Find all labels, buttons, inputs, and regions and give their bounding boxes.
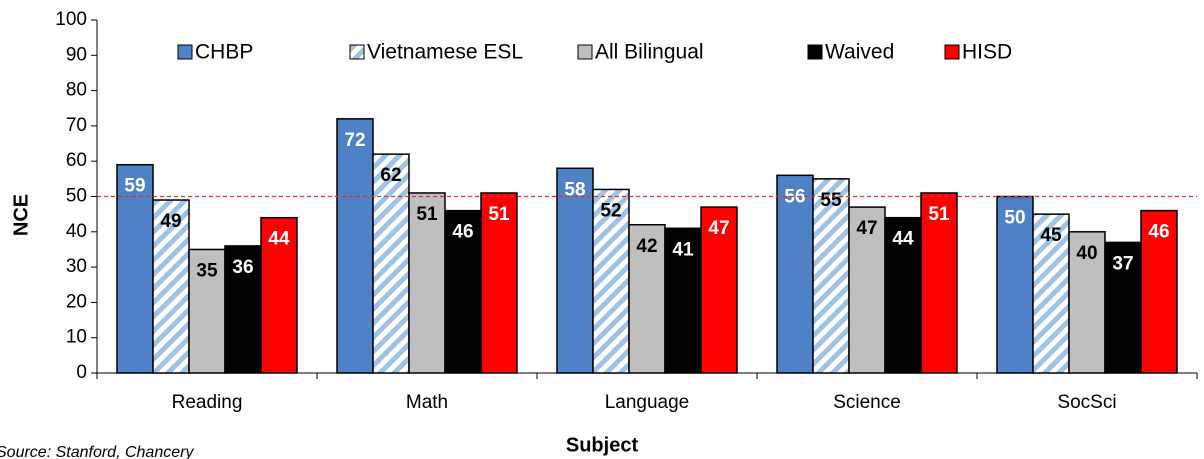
data-label: 37 [1112, 253, 1133, 274]
legend-swatch [944, 44, 960, 60]
y-tick-label: 100 [55, 9, 87, 30]
data-label: 51 [416, 204, 438, 225]
data-label: 44 [892, 229, 914, 250]
data-label: 45 [1040, 225, 1062, 246]
data-label: 62 [380, 165, 401, 186]
bar [1140, 209, 1178, 374]
bar [920, 192, 958, 374]
data-label: 58 [564, 179, 585, 200]
data-label: 49 [160, 211, 181, 232]
data-label: 72 [344, 130, 365, 151]
bar [628, 223, 666, 374]
y-tick-label: 80 [66, 80, 87, 101]
bar [444, 209, 482, 374]
y-tick-label: 30 [66, 256, 87, 277]
bar [224, 245, 262, 374]
y-tick-label: 20 [66, 291, 87, 312]
data-label: 47 [856, 218, 877, 239]
bar [812, 178, 850, 374]
data-label: 46 [452, 222, 473, 243]
bar [700, 206, 738, 374]
data-label: 56 [784, 186, 805, 207]
y-tick-label: 70 [66, 115, 87, 136]
data-label: 52 [600, 200, 621, 221]
legend-label: CHBP [195, 41, 253, 64]
bar [1032, 213, 1070, 374]
y-tick-label: 50 [66, 186, 87, 207]
data-label: 51 [928, 204, 950, 225]
bar [1068, 231, 1106, 374]
bar [556, 167, 594, 374]
legend-label: All Bilingual [595, 41, 704, 64]
y-tick-label: 90 [66, 44, 87, 65]
data-label: 46 [1148, 222, 1169, 243]
legend-swatch [349, 44, 365, 60]
data-label: 41 [672, 239, 694, 260]
x-tick-label: SocSci [1057, 392, 1116, 413]
bar [372, 153, 410, 374]
x-axis-label: Subject [566, 434, 639, 456]
bar [592, 188, 630, 374]
y-tick-label: 0 [76, 362, 87, 383]
data-label: 55 [820, 190, 842, 211]
bar [152, 199, 190, 374]
y-tick-label: 10 [66, 327, 87, 348]
legend-label: Vietnamese ESL [367, 41, 523, 64]
data-label: 59 [124, 176, 145, 197]
data-label: 40 [1076, 243, 1097, 264]
x-tick-label: Science [833, 392, 901, 413]
y-axis-label: NCE [10, 194, 32, 236]
bar [408, 192, 446, 374]
data-label: 51 [488, 204, 510, 225]
legend-label: Waived [825, 41, 894, 64]
data-label: 47 [708, 218, 729, 239]
legend-swatch [807, 44, 823, 60]
data-label: 50 [1004, 208, 1025, 229]
data-label: 36 [232, 257, 253, 278]
bar [776, 174, 814, 374]
bar [116, 163, 154, 374]
data-label: 35 [196, 260, 218, 281]
data-label: 42 [636, 236, 657, 257]
x-tick-label: Reading [172, 392, 243, 413]
x-tick-label: Language [605, 392, 690, 413]
source-note: Source: Stanford, Chancery [0, 444, 194, 459]
bar [260, 216, 298, 374]
data-label: 44 [268, 229, 290, 250]
x-tick-label: Math [406, 392, 448, 413]
legend-swatch [177, 44, 193, 60]
legend-swatch [577, 44, 593, 60]
bar [188, 248, 226, 374]
legend-label: HISD [962, 41, 1012, 64]
bar [336, 118, 374, 374]
bar [480, 192, 518, 374]
y-tick-label: 60 [66, 150, 87, 171]
y-tick-label: 40 [66, 221, 87, 242]
